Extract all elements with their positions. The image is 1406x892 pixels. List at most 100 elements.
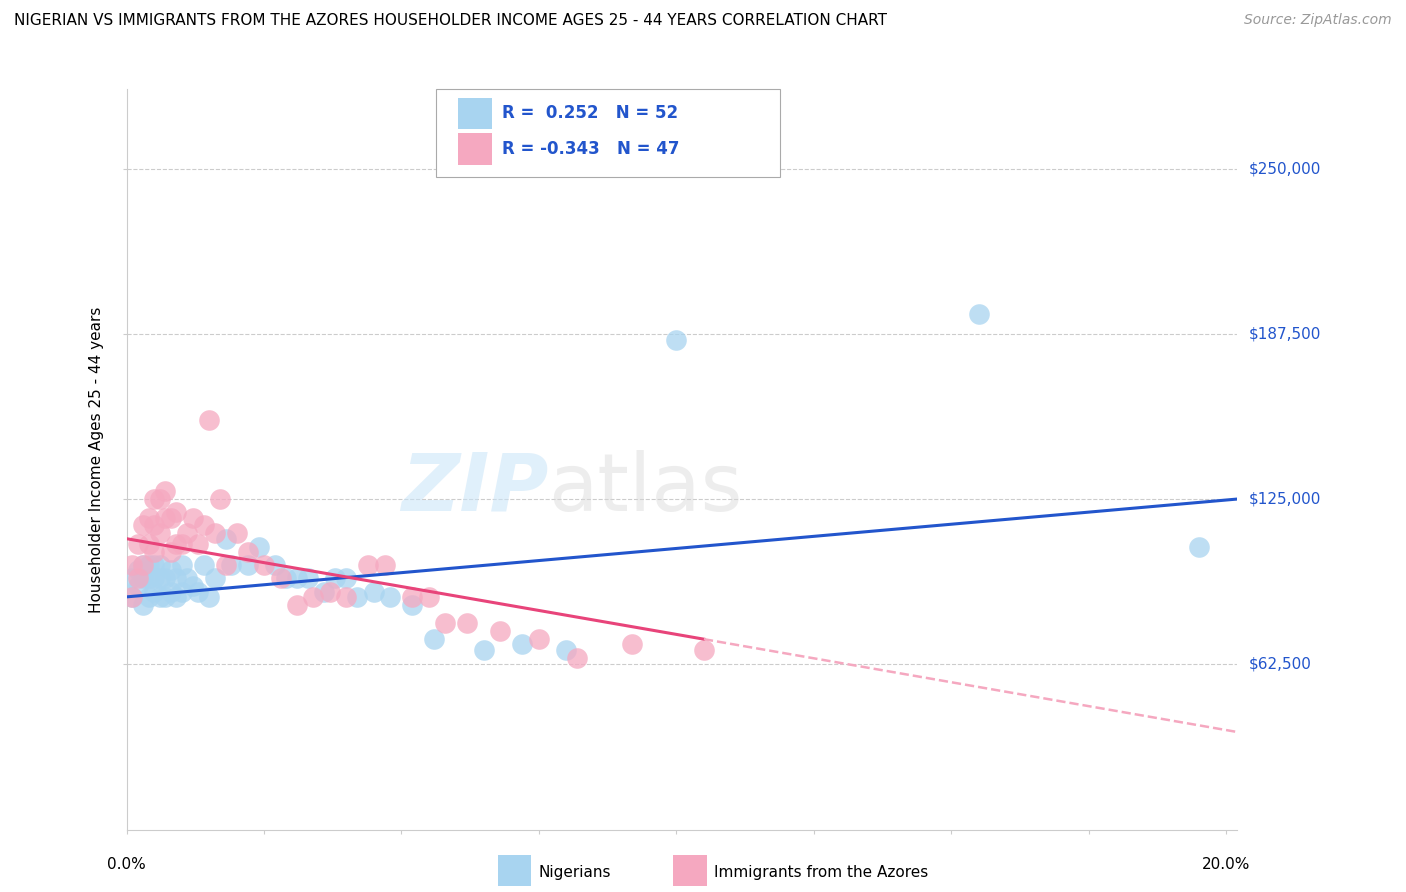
Point <box>121 571 143 585</box>
Point <box>148 558 170 573</box>
Point <box>204 571 226 585</box>
Point <box>219 558 242 573</box>
Point <box>325 571 347 585</box>
Text: Source: ZipAtlas.com: Source: ZipAtlas.com <box>1244 13 1392 28</box>
Point <box>170 584 193 599</box>
Point <box>270 571 292 585</box>
Point <box>214 558 236 573</box>
Point <box>401 598 423 612</box>
Text: R = -0.343   N = 47: R = -0.343 N = 47 <box>502 140 679 158</box>
Point <box>967 307 990 321</box>
Text: $62,500: $62,500 <box>1249 657 1312 672</box>
Point <box>159 564 181 578</box>
Point <box>165 537 187 551</box>
Point <box>302 590 325 604</box>
Point <box>1188 540 1211 554</box>
Point <box>285 598 308 612</box>
Text: $187,500: $187,500 <box>1249 326 1320 342</box>
Point <box>418 590 440 604</box>
Point <box>456 616 478 631</box>
Point <box>170 558 193 573</box>
Point <box>143 545 166 559</box>
Point <box>153 571 176 585</box>
Text: R =  0.252   N = 52: R = 0.252 N = 52 <box>502 104 678 122</box>
Point <box>159 545 181 559</box>
Point <box>132 518 155 533</box>
Point <box>121 590 143 604</box>
Point <box>121 590 143 604</box>
Y-axis label: Householder Income Ages 25 - 44 years: Householder Income Ages 25 - 44 years <box>89 306 104 613</box>
Point <box>138 537 160 551</box>
Point <box>401 590 423 604</box>
Point <box>165 505 187 519</box>
Point <box>127 579 149 593</box>
Point <box>374 558 396 573</box>
Point <box>208 491 231 506</box>
Point <box>181 510 204 524</box>
Point <box>363 584 385 599</box>
Point <box>285 571 308 585</box>
Point <box>264 558 287 573</box>
Point <box>198 590 221 604</box>
Point <box>187 537 209 551</box>
Point <box>148 491 170 506</box>
Text: Nigerians: Nigerians <box>538 865 612 880</box>
Point <box>193 558 215 573</box>
Point <box>132 598 155 612</box>
Point <box>335 590 357 604</box>
Point <box>138 558 160 573</box>
Point <box>143 584 166 599</box>
Point <box>148 590 170 604</box>
Point <box>143 558 166 573</box>
Point <box>621 637 644 651</box>
Point <box>143 491 166 506</box>
Point <box>138 571 160 585</box>
Point <box>434 616 457 631</box>
Point <box>314 584 336 599</box>
Point <box>170 537 193 551</box>
Point <box>274 571 297 585</box>
Point <box>665 334 688 348</box>
Point <box>472 642 495 657</box>
Point <box>148 526 170 541</box>
Point <box>132 558 155 573</box>
Point <box>153 484 176 499</box>
Point <box>127 537 149 551</box>
Point <box>380 590 402 604</box>
Point <box>153 510 176 524</box>
Point <box>512 637 534 651</box>
Point <box>214 532 236 546</box>
Text: 20.0%: 20.0% <box>1202 857 1250 872</box>
Point <box>225 526 247 541</box>
Point <box>198 413 221 427</box>
Point <box>181 579 204 593</box>
Point <box>319 584 342 599</box>
Point <box>567 650 589 665</box>
Point <box>159 584 181 599</box>
Point <box>346 590 368 604</box>
Point <box>132 558 155 573</box>
Point <box>159 510 181 524</box>
Text: NIGERIAN VS IMMIGRANTS FROM THE AZORES HOUSEHOLDER INCOME AGES 25 - 44 YEARS COR: NIGERIAN VS IMMIGRANTS FROM THE AZORES H… <box>14 13 887 29</box>
Point <box>204 526 226 541</box>
Point <box>138 510 160 524</box>
Point <box>127 564 149 578</box>
Point <box>297 571 319 585</box>
Point <box>335 571 357 585</box>
Point <box>236 545 259 559</box>
Text: atlas: atlas <box>548 450 742 528</box>
Point <box>247 540 270 554</box>
Point <box>193 518 215 533</box>
Point <box>143 518 166 533</box>
Point <box>143 571 166 585</box>
Point <box>165 590 187 604</box>
Point <box>153 590 176 604</box>
Point <box>489 624 512 639</box>
Point <box>693 642 716 657</box>
Point <box>121 558 143 573</box>
Point <box>555 642 578 657</box>
Text: $250,000: $250,000 <box>1249 161 1320 176</box>
Point <box>165 571 187 585</box>
Point <box>132 571 155 585</box>
Point <box>127 571 149 585</box>
